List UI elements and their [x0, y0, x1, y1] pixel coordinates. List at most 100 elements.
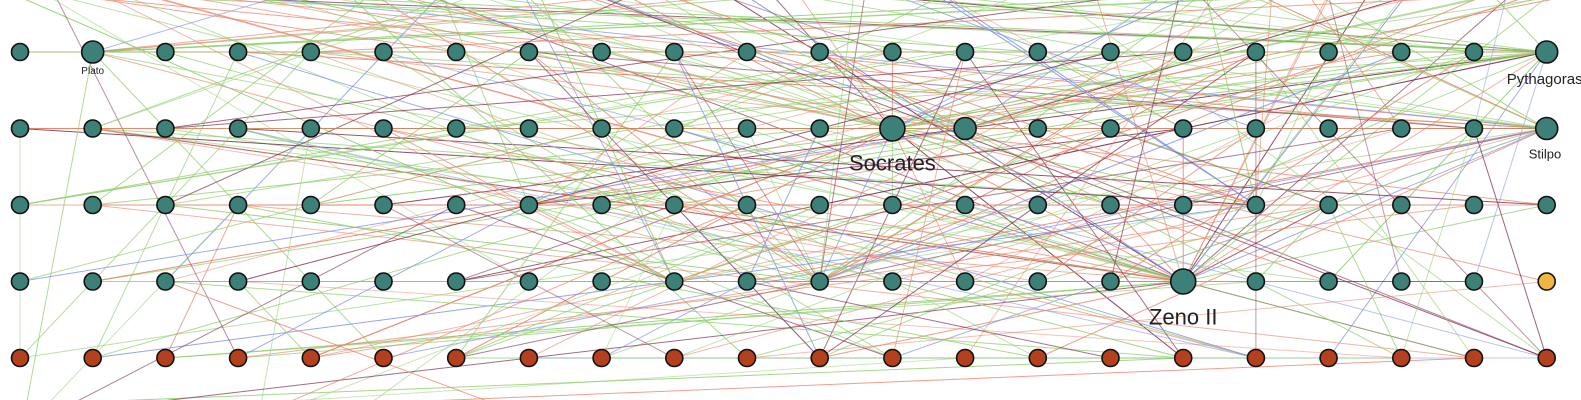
- node-r0-c9[interactable]: [664, 42, 684, 62]
- node-r0-c2[interactable]: [156, 42, 175, 62]
- node-r0-c5[interactable]: [374, 42, 393, 62]
- node-r1-c9[interactable]: [664, 119, 684, 138]
- node-r1-c20[interactable]: [1464, 119, 1484, 138]
- node-r2-c6[interactable]: [446, 195, 466, 215]
- node-r2-c15[interactable]: [1101, 195, 1120, 215]
- node-r2-c14[interactable]: [1028, 195, 1048, 215]
- node-r4-c9[interactable]: [664, 348, 684, 368]
- node-r2-c17[interactable]: [1246, 195, 1266, 215]
- node-r4-c1[interactable]: [83, 348, 102, 368]
- node-zeno-ii[interactable]: [1169, 268, 1197, 295]
- node-r2-c5[interactable]: [374, 195, 393, 215]
- node-r4-c20[interactable]: [1464, 348, 1484, 368]
- node-r1-c14[interactable]: [1028, 119, 1048, 138]
- node-r2-c10[interactable]: [737, 195, 757, 215]
- node-r1-c18[interactable]: [1319, 119, 1338, 138]
- node-r2-c19[interactable]: [1392, 195, 1411, 215]
- node-r0-c17[interactable]: [1246, 42, 1266, 62]
- node-r4-c7[interactable]: [519, 348, 539, 368]
- node-r0-c18[interactable]: [1319, 42, 1338, 62]
- node-r1-c11[interactable]: [810, 119, 830, 138]
- node-r2-c9[interactable]: [664, 195, 684, 215]
- node-r3-c3[interactable]: [228, 272, 248, 291]
- node-r2-c20[interactable]: [1464, 195, 1484, 215]
- node-r2-c7[interactable]: [519, 195, 539, 215]
- node-r4-c10[interactable]: [737, 348, 757, 368]
- node-r1-c5[interactable]: [374, 119, 393, 138]
- node-r0-c7[interactable]: [519, 42, 539, 62]
- node-r3-c12[interactable]: [883, 272, 902, 291]
- node-r4-c13[interactable]: [955, 348, 975, 368]
- node-r4-c17[interactable]: [1246, 348, 1266, 368]
- node-r3-c14[interactable]: [1028, 272, 1048, 291]
- node-r3-c20[interactable]: [1464, 272, 1484, 291]
- node-r3-c21[interactable]: [1537, 272, 1556, 291]
- node-r3-c15[interactable]: [1101, 272, 1120, 291]
- node-r4-c5[interactable]: [374, 348, 393, 368]
- node-r2-c12[interactable]: [883, 195, 902, 215]
- node-r2-c1[interactable]: [83, 195, 102, 215]
- node-r3-c17[interactable]: [1246, 272, 1266, 291]
- node-r0-c14[interactable]: [1028, 42, 1048, 62]
- node-r0-c15[interactable]: [1101, 42, 1120, 62]
- node-r2-c3[interactable]: [228, 195, 248, 215]
- node-r3-c8[interactable]: [592, 272, 611, 291]
- node-r0-c19[interactable]: [1392, 42, 1411, 62]
- node-r0-c6[interactable]: [446, 42, 466, 62]
- node-r0-c13[interactable]: [955, 42, 975, 62]
- node-r1-c2[interactable]: [156, 119, 175, 138]
- node-r2-c21[interactable]: [1537, 195, 1556, 215]
- node-r0-c20[interactable]: [1464, 42, 1484, 62]
- node-r1-c17[interactable]: [1246, 119, 1266, 138]
- node-r2-c2[interactable]: [156, 195, 175, 215]
- node-r3-c13[interactable]: [955, 272, 975, 291]
- node-r2-c0[interactable]: [10, 195, 30, 215]
- node-r4-c4[interactable]: [301, 348, 321, 368]
- node-r3-c5[interactable]: [374, 272, 393, 291]
- node-r1-c13[interactable]: [953, 116, 977, 141]
- node-socrates[interactable]: [879, 115, 906, 142]
- node-r3-c11[interactable]: [810, 272, 830, 291]
- node-r4-c16[interactable]: [1173, 348, 1193, 368]
- node-r2-c18[interactable]: [1319, 195, 1338, 215]
- node-r1-c3[interactable]: [228, 119, 248, 138]
- node-r1-c7[interactable]: [519, 119, 539, 138]
- node-r1-c6[interactable]: [446, 119, 466, 138]
- node-r0-c0[interactable]: [10, 42, 30, 62]
- node-pythagoras[interactable]: [1534, 40, 1559, 64]
- node-r1-c1[interactable]: [83, 119, 102, 138]
- node-r0-c4[interactable]: [301, 42, 321, 62]
- node-r1-c10[interactable]: [737, 119, 757, 138]
- node-r4-c11[interactable]: [810, 348, 830, 368]
- node-r4-c2[interactable]: [156, 348, 175, 368]
- node-r4-c0[interactable]: [10, 348, 30, 368]
- node-r2-c8[interactable]: [592, 195, 611, 215]
- node-r4-c3[interactable]: [228, 348, 248, 368]
- node-plato[interactable]: [80, 40, 105, 64]
- node-r0-c12[interactable]: [883, 42, 902, 62]
- node-r2-c13[interactable]: [955, 195, 975, 215]
- node-r4-c14[interactable]: [1028, 348, 1048, 368]
- node-r4-c12[interactable]: [883, 348, 902, 368]
- node-r2-c4[interactable]: [301, 195, 321, 215]
- node-r0-c10[interactable]: [737, 42, 757, 62]
- node-r2-c16[interactable]: [1173, 195, 1193, 215]
- node-r3-c18[interactable]: [1319, 272, 1338, 291]
- node-r3-c10[interactable]: [737, 272, 757, 291]
- node-r1-c15[interactable]: [1101, 119, 1120, 138]
- node-r4-c15[interactable]: [1101, 348, 1120, 368]
- node-r4-c18[interactable]: [1319, 348, 1338, 368]
- node-r1-c16[interactable]: [1173, 119, 1193, 138]
- node-r4-c19[interactable]: [1392, 348, 1411, 368]
- node-r0-c8[interactable]: [592, 42, 611, 62]
- node-r3-c4[interactable]: [301, 272, 321, 291]
- node-r0-c11[interactable]: [810, 42, 830, 62]
- node-r1-c8[interactable]: [592, 119, 611, 138]
- node-r2-c11[interactable]: [810, 195, 830, 215]
- node-r3-c0[interactable]: [10, 272, 30, 291]
- node-r3-c9[interactable]: [664, 272, 684, 291]
- node-r0-c16[interactable]: [1173, 42, 1193, 62]
- node-r1-c19[interactable]: [1392, 119, 1411, 138]
- node-r0-c3[interactable]: [228, 42, 248, 62]
- node-r1-c4[interactable]: [301, 119, 321, 138]
